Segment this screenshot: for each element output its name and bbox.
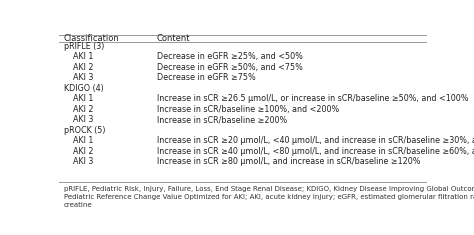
Text: Increase in sCR ≥40 μmol/L, <80 μmol/L, and increase in sCR/baseline ≥60%, and <: Increase in sCR ≥40 μmol/L, <80 μmol/L, …: [156, 147, 474, 156]
Text: Increase in sCR ≥26.5 μmol/L, or increase in sCR/baseline ≥50%, and <100%: Increase in sCR ≥26.5 μmol/L, or increas…: [156, 94, 468, 103]
Text: Pediatric Reference Change Value Optimized for AKI; AKI, acute kidney injury; eG: Pediatric Reference Change Value Optimiz…: [64, 194, 474, 200]
Text: AKI 3: AKI 3: [73, 73, 93, 82]
Text: Classification: Classification: [64, 34, 119, 43]
Text: Increase in sCR/baseline ≥100%, and <200%: Increase in sCR/baseline ≥100%, and <200…: [156, 105, 339, 114]
Text: AKI 1: AKI 1: [73, 94, 93, 103]
Text: Increase in sCR ≥80 μmol/L, and increase in sCR/baseline ≥120%: Increase in sCR ≥80 μmol/L, and increase…: [156, 157, 420, 166]
Text: AKI 3: AKI 3: [73, 157, 93, 166]
Text: AKI 2: AKI 2: [73, 63, 93, 72]
Text: creatine: creatine: [64, 202, 92, 208]
Text: Decrease in eGFR ≥50%, and <75%: Decrease in eGFR ≥50%, and <75%: [156, 63, 302, 72]
Text: Decrease in eGFR ≥25%, and <50%: Decrease in eGFR ≥25%, and <50%: [156, 52, 302, 61]
Text: AKI 1: AKI 1: [73, 52, 93, 61]
Text: Increase in sCR/baseline ≥200%: Increase in sCR/baseline ≥200%: [156, 115, 287, 124]
Text: Increase in sCR ≥20 μmol/L, <40 μmol/L, and increase in sCR/baseline ≥30%, and <: Increase in sCR ≥20 μmol/L, <40 μmol/L, …: [156, 136, 474, 145]
Text: pRIFLE (3): pRIFLE (3): [64, 42, 104, 51]
Text: AKI 3: AKI 3: [73, 115, 93, 124]
Text: AKI 2: AKI 2: [73, 105, 93, 114]
Text: Content: Content: [156, 34, 190, 43]
Text: KDIGO (4): KDIGO (4): [64, 84, 103, 93]
Text: AKI 1: AKI 1: [73, 136, 93, 145]
Text: Decrease in eGFR ≥75%: Decrease in eGFR ≥75%: [156, 73, 255, 82]
Text: pRIFLE, Pediatric Risk, Injury, Failure, Loss, End Stage Renal Disease; KDIGO, K: pRIFLE, Pediatric Risk, Injury, Failure,…: [64, 186, 474, 192]
Text: pROCK (5): pROCK (5): [64, 126, 105, 135]
Text: AKI 2: AKI 2: [73, 147, 93, 156]
